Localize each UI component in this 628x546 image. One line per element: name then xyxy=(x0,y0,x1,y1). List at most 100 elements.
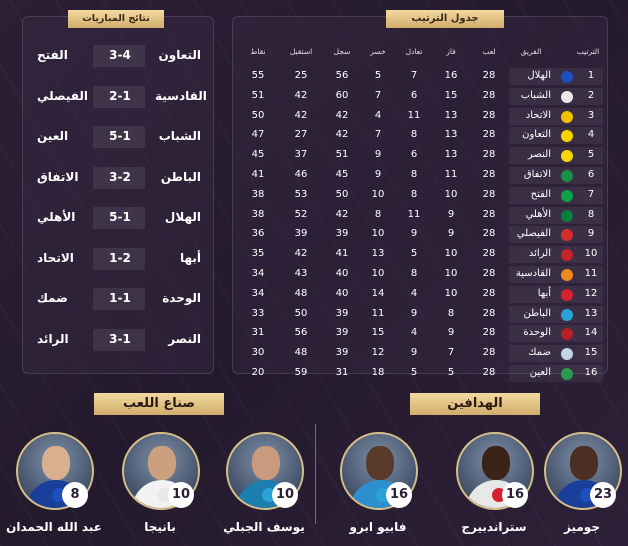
cell-drawn: 8 xyxy=(410,129,418,141)
cell-points: 38 xyxy=(251,208,265,220)
cell-drawn: 5 xyxy=(410,248,418,260)
cell-played: 28 xyxy=(482,267,496,279)
section-divider xyxy=(315,424,316,524)
standings-row: 36 39 39 10 9 9 28 الفيصلي 9 xyxy=(233,225,607,245)
cell-drawn: 4 xyxy=(410,287,418,299)
cell-lost: 10 xyxy=(371,228,385,240)
player-count-badge: 8 xyxy=(62,482,88,508)
cell-won: 10 xyxy=(444,248,458,260)
cell-team: القادسية xyxy=(515,267,551,279)
cell-won: 9 xyxy=(447,228,455,240)
cell-drawn: 8 xyxy=(410,267,418,279)
cell-goals-against: 52 xyxy=(294,208,308,220)
team-logo-icon xyxy=(561,130,573,143)
match-result: الهلال 5-1 الأهلي xyxy=(37,205,201,231)
team-logo-icon xyxy=(561,229,573,242)
standings-table: جدول الترتيب نقاط استقبل سجل خسر تعادل ف… xyxy=(232,10,608,382)
row-highlight xyxy=(509,107,603,125)
cell-drawn: 8 xyxy=(410,168,418,180)
standings-row: 34 48 40 14 4 10 28 أبها 12 xyxy=(233,285,607,305)
standings-row: 50 42 42 4 11 13 28 الاتحاد 3 xyxy=(233,107,607,127)
scorers-title: الهدافين xyxy=(410,393,540,415)
team-logo-icon xyxy=(561,308,573,321)
player-count-badge: 10 xyxy=(272,482,298,508)
scorer-card: 16 ستراندبيرج xyxy=(454,432,534,542)
cell-lost: 11 xyxy=(371,307,385,319)
standings-row: 45 37 51 9 6 13 28 النصر 5 xyxy=(233,146,607,166)
cell-goals-for: 39 xyxy=(335,327,349,339)
cell-drawn: 4 xyxy=(410,327,418,339)
cell-goals-for: 60 xyxy=(335,89,349,101)
standings-row: 38 53 50 10 8 10 28 الفتح 7 xyxy=(233,186,607,206)
cell-rank: 7 xyxy=(587,188,595,200)
team-logo-icon xyxy=(561,169,573,182)
playmakers-title: صناع اللعب xyxy=(94,393,224,415)
cell-points: 55 xyxy=(251,70,265,81)
match-result: النصر 3-1 الرائد xyxy=(37,327,201,353)
cell-lost: 8 xyxy=(374,208,382,220)
header-goals-for: سجل xyxy=(333,47,351,56)
player-face xyxy=(42,446,70,480)
cell-goals-for: 39 xyxy=(335,307,349,319)
cell-played: 28 xyxy=(482,307,496,319)
cell-rank: 5 xyxy=(587,149,595,161)
cell-points: 50 xyxy=(251,109,265,121)
player-face xyxy=(570,446,598,480)
standings-row: 51 42 60 7 6 15 28 الشباب 2 xyxy=(233,87,607,107)
results-title: نتائج المباريات xyxy=(68,10,164,28)
cell-points: 34 xyxy=(251,267,265,279)
cell-drawn: 9 xyxy=(410,228,418,240)
header-played: لعب xyxy=(482,47,496,56)
standings-row: 20 59 31 18 5 5 28 العين 16 xyxy=(233,364,607,384)
home-team: الوحدة xyxy=(162,291,201,305)
home-team: الهلال xyxy=(164,210,201,224)
cell-lost: 14 xyxy=(371,287,385,299)
cell-goals-for: 50 xyxy=(335,188,349,200)
cell-rank: 16 xyxy=(584,366,598,378)
away-team: ضمك xyxy=(37,291,68,305)
cell-rank: 12 xyxy=(584,287,598,299)
cell-goals-for: 40 xyxy=(335,267,349,279)
cell-lost: 9 xyxy=(374,168,382,180)
team-logo-icon xyxy=(561,90,573,103)
standings-row: 55 25 56 5 7 16 28 الهلال 1 xyxy=(233,67,607,87)
header-drawn: تعادل xyxy=(405,47,423,56)
row-highlight xyxy=(509,364,603,382)
match-score: 3-2 xyxy=(109,169,131,184)
score-background xyxy=(93,288,145,310)
cell-team: التعاون xyxy=(522,129,551,141)
row-highlight xyxy=(509,87,603,105)
away-team: الفيصلي xyxy=(37,88,89,103)
cell-rank: 10 xyxy=(584,248,598,260)
match-score: 1-2 xyxy=(109,250,131,265)
match-result: الوحدة 1-1 ضمك xyxy=(37,286,201,312)
standings-row: 41 46 45 9 8 11 28 الاتفاق 6 xyxy=(233,166,607,186)
cell-won: 10 xyxy=(444,287,458,299)
cell-lost: 13 xyxy=(371,248,385,260)
away-team: الاتحاد xyxy=(37,250,74,265)
away-team: الفتح xyxy=(37,48,68,62)
home-team: النصر xyxy=(168,331,201,346)
cell-goals-against: 37 xyxy=(294,149,308,161)
team-logo-icon xyxy=(561,189,573,202)
cell-lost: 9 xyxy=(374,149,382,161)
header-rank: الترتيب xyxy=(576,47,600,56)
cell-goals-for: 41 xyxy=(335,248,349,260)
cell-points: 41 xyxy=(251,168,265,180)
team-logo-icon xyxy=(561,367,573,380)
cell-points: 33 xyxy=(251,307,265,319)
score-background xyxy=(93,126,145,148)
match-score: 3-4 xyxy=(109,48,131,62)
row-highlight xyxy=(509,226,603,244)
cell-goals-against: 42 xyxy=(294,248,308,260)
cell-drawn: 9 xyxy=(410,347,418,359)
match-result: التعاون 3-4 الفتح xyxy=(37,43,201,69)
cell-goals-for: 39 xyxy=(335,228,349,240)
away-team: الاتفاق xyxy=(37,169,79,184)
cell-team: الهلال xyxy=(527,70,551,81)
row-highlight xyxy=(509,325,603,343)
cell-points: 34 xyxy=(251,287,265,299)
cell-played: 28 xyxy=(482,89,496,101)
away-team: العين xyxy=(37,129,69,143)
cell-points: 30 xyxy=(251,347,265,359)
